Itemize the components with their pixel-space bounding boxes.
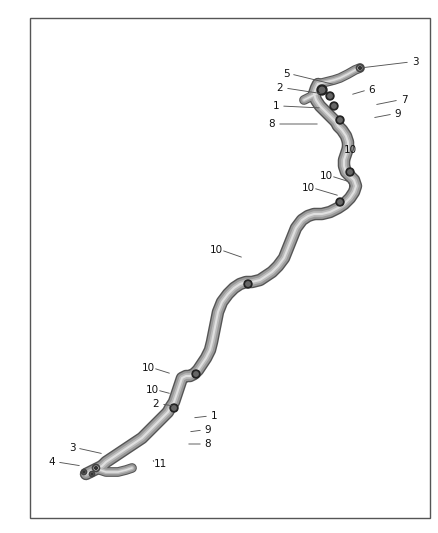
Circle shape <box>319 87 325 93</box>
Circle shape <box>244 280 252 288</box>
Text: 7: 7 <box>401 95 407 105</box>
Circle shape <box>326 92 334 100</box>
Text: 10: 10 <box>145 385 159 395</box>
Circle shape <box>192 370 200 378</box>
Text: 8: 8 <box>205 439 211 449</box>
Circle shape <box>328 94 332 98</box>
Circle shape <box>170 404 178 412</box>
Circle shape <box>317 85 327 95</box>
Text: 2: 2 <box>153 399 159 409</box>
Text: 10: 10 <box>209 245 223 255</box>
Text: 4: 4 <box>49 457 55 467</box>
Circle shape <box>246 282 250 286</box>
Circle shape <box>359 67 361 69</box>
Text: 8: 8 <box>268 119 276 129</box>
Circle shape <box>338 200 342 204</box>
Text: 2: 2 <box>277 83 283 93</box>
Text: 10: 10 <box>301 183 314 193</box>
Text: 10: 10 <box>141 363 155 373</box>
Text: 9: 9 <box>395 109 401 119</box>
Text: 5: 5 <box>283 69 290 79</box>
Circle shape <box>332 104 336 108</box>
Circle shape <box>95 466 97 470</box>
Circle shape <box>330 102 338 110</box>
Text: 1: 1 <box>211 411 217 421</box>
Circle shape <box>338 118 342 122</box>
Circle shape <box>194 372 198 376</box>
Text: 1: 1 <box>273 101 279 111</box>
Text: 9: 9 <box>205 425 211 435</box>
Circle shape <box>83 471 85 473</box>
Circle shape <box>348 170 352 174</box>
Circle shape <box>336 116 344 124</box>
Circle shape <box>91 473 93 475</box>
Text: 3: 3 <box>69 443 75 453</box>
Text: 11: 11 <box>153 459 166 469</box>
Circle shape <box>172 406 176 410</box>
Text: 3: 3 <box>412 57 418 67</box>
Circle shape <box>346 168 354 176</box>
Circle shape <box>336 198 344 206</box>
Text: 10: 10 <box>343 145 357 155</box>
Text: 10: 10 <box>319 171 332 181</box>
Text: 6: 6 <box>369 85 375 95</box>
